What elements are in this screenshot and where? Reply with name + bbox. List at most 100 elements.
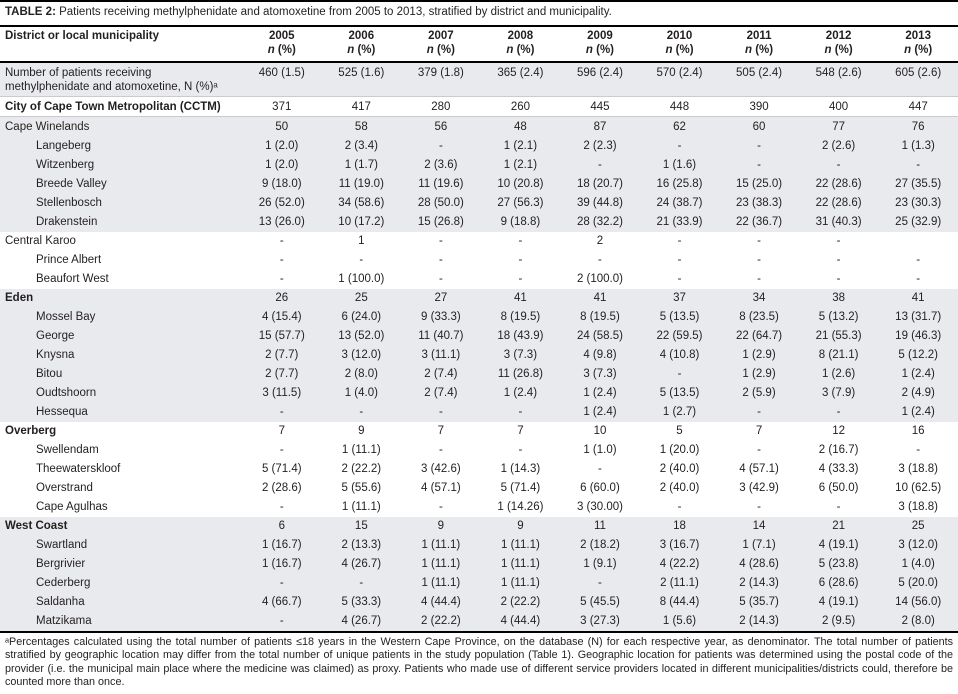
cell-value: - bbox=[279, 406, 284, 419]
cell-value: 34 bbox=[752, 292, 766, 305]
cell-value: 1 (9.1) bbox=[583, 558, 617, 571]
cell-value: - bbox=[757, 444, 761, 457]
cell-value: 260 bbox=[510, 100, 530, 113]
cell-value: 1 (2.0) bbox=[265, 158, 299, 171]
cell-value: 24 (58.5) bbox=[576, 330, 623, 343]
cell-value: - bbox=[359, 406, 364, 419]
cell-value: - bbox=[279, 501, 284, 514]
cell-value: 11 (19.0) bbox=[338, 177, 384, 190]
cell-value: 2 (5.9) bbox=[742, 387, 776, 400]
cell-value: 605 (2.6) bbox=[895, 66, 942, 79]
table-row: Theewaterskloof 5 (71.4) 2 (22.2) 3 (42.6) 1… bbox=[0, 460, 958, 479]
cell-value: 4 (57.1) bbox=[739, 463, 779, 476]
cell-value: 6 (28.6) bbox=[818, 577, 859, 590]
cell-value: 38 bbox=[832, 292, 845, 305]
cell-value: 2 (40.0) bbox=[659, 463, 700, 476]
row-label: Number of patients receiving methylpheni… bbox=[5, 66, 218, 93]
cell-value: 15 (25.0) bbox=[736, 177, 783, 190]
column-header-year: 2005 n (%) bbox=[242, 26, 322, 63]
cell-value: 1 (2.9) bbox=[742, 349, 776, 362]
row-label: Cederberg bbox=[36, 577, 91, 590]
cell-value: 1 (1.6) bbox=[662, 158, 697, 171]
column-header-year: 2010 n (%) bbox=[640, 26, 720, 63]
cell-value: 11 (26.8) bbox=[497, 368, 543, 381]
row-label: West Coast bbox=[5, 520, 68, 533]
column-subheader-n-pct: n (%) bbox=[665, 43, 694, 56]
cell-value: 5 bbox=[676, 425, 683, 438]
cell-value: 447 bbox=[908, 100, 928, 113]
column-subheader-n-pct: n (%) bbox=[744, 43, 774, 56]
top-rule bbox=[0, 0, 958, 2]
cell-value bbox=[878, 232, 958, 251]
cell-value: - bbox=[438, 444, 443, 457]
cell-value: - bbox=[438, 273, 443, 286]
cell-value: 27 bbox=[434, 292, 448, 305]
cell-value: 4 (44.4) bbox=[500, 615, 541, 628]
cell-value: 18 bbox=[673, 520, 686, 533]
row-label: Cape Winelands bbox=[5, 120, 90, 133]
cell-value: 28 (32.2) bbox=[576, 216, 623, 229]
cell-value: - bbox=[279, 254, 284, 267]
cell-value: 5 (13.2) bbox=[818, 311, 859, 324]
row-label: Mossel Bay bbox=[36, 311, 96, 324]
cell-value: 11 (19.6) bbox=[418, 177, 464, 190]
cell-value: 48 bbox=[514, 120, 527, 133]
cell-value: - bbox=[757, 235, 761, 248]
cell-value: - bbox=[836, 158, 841, 171]
table-footnote: ᵃPercentages calculated using the total … bbox=[0, 630, 958, 694]
cell-value: 3 (42.9) bbox=[739, 482, 779, 495]
header-row: District or local municipality 2005 n (%)… bbox=[0, 25, 958, 63]
table-row: Number of patients receiving methylpheni… bbox=[0, 62, 958, 97]
cell-value: 4 (9.8) bbox=[583, 349, 617, 362]
cell-value: 26 bbox=[275, 292, 289, 305]
cell-value: 39 (44.8) bbox=[576, 197, 623, 209]
cell-value: 1 (11.1) bbox=[501, 539, 540, 552]
cell-value: 4 (15.4) bbox=[261, 311, 302, 324]
cell-value: 4 (19.1) bbox=[818, 539, 859, 552]
cell-value: 22 (36.7) bbox=[736, 216, 783, 229]
row-label: Overstrand bbox=[36, 482, 93, 495]
table-row: Overstrand 2 (28.6) 5 (55.6) 4 (57.1) 5 (71.… bbox=[0, 479, 958, 498]
cell-value: - bbox=[836, 273, 841, 286]
cell-value: - bbox=[518, 444, 523, 457]
cell-value: 4 (19.1) bbox=[818, 596, 859, 609]
cell-value: 8 (23.5) bbox=[739, 311, 779, 324]
data-table: District or local municipality 2005 n (%)… bbox=[0, 25, 958, 631]
row-label: Eden bbox=[5, 292, 34, 305]
cell-value: - bbox=[598, 463, 602, 476]
cell-value: 12 bbox=[832, 425, 845, 438]
column-header-year: 2009 n (%) bbox=[560, 26, 640, 63]
cell-value: - bbox=[279, 615, 284, 628]
cell-value: 5 (33.3) bbox=[341, 596, 382, 609]
column-subheader-n-pct: n (%) bbox=[426, 43, 455, 56]
cell-value: 6 (24.0) bbox=[341, 311, 382, 324]
cell-value: 1 (1.7) bbox=[344, 158, 378, 171]
cell-value: 9 bbox=[437, 520, 445, 533]
column-subheader-n-pct: n (%) bbox=[824, 43, 853, 56]
cell-value: 1 (1.0) bbox=[583, 444, 617, 457]
cell-value: 3 (11.5) bbox=[262, 387, 302, 400]
table-head: District or local municipality 2005 n (%)… bbox=[0, 25, 958, 63]
cell-value: - bbox=[757, 158, 761, 171]
cell-value: 2 (2.3) bbox=[583, 139, 617, 152]
cell-value: 6 bbox=[278, 520, 285, 533]
cell-value: - bbox=[916, 158, 921, 171]
cell-value: 5 (35.7) bbox=[739, 596, 779, 609]
column-header-year: 2013 n (%) bbox=[878, 26, 958, 63]
cell-value: 1 (4.0) bbox=[344, 387, 378, 400]
cell-value: 4 (57.1) bbox=[421, 482, 461, 495]
cell-value: 8 (19.5) bbox=[580, 311, 620, 324]
cell-value: - bbox=[518, 254, 523, 267]
cell-value: 9 (18.8) bbox=[500, 216, 541, 229]
row-label: Beaufort West bbox=[36, 273, 109, 286]
cell-value: 1 (2.4) bbox=[583, 406, 617, 419]
table-row: Overberg 7 9 7 7 10 5 7 12 16 bbox=[0, 422, 958, 441]
cell-value: - bbox=[677, 368, 682, 381]
cell-value: 5 (20.0) bbox=[898, 577, 938, 590]
cell-value: 5 (71.4) bbox=[500, 482, 541, 495]
row-label: Central Karoo bbox=[5, 235, 76, 248]
cell-value: 21 (33.9) bbox=[656, 216, 703, 229]
cell-value: 14 bbox=[752, 520, 766, 533]
cell-value: 10 (17.2) bbox=[338, 216, 385, 229]
cell-value: 9 bbox=[358, 425, 365, 438]
